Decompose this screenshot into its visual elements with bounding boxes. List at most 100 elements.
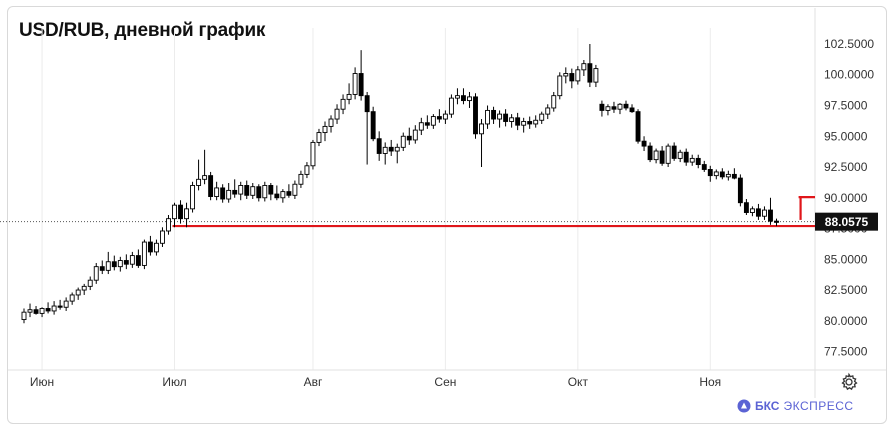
candle-body[interactable] [509, 117, 515, 122]
candle-body[interactable] [172, 204, 177, 220]
candle-body[interactable] [105, 261, 111, 271]
candle-body[interactable] [768, 209, 773, 222]
brand-logo[interactable]: БКС ЭКСПРЕСС [737, 397, 854, 415]
candle-body[interactable] [473, 96, 478, 135]
candle-body[interactable] [755, 208, 761, 217]
candle-body[interactable] [533, 119, 539, 125]
candle-body[interactable] [33, 309, 39, 314]
candle-body[interactable] [376, 138, 382, 154]
candle-body[interactable] [635, 111, 641, 142]
candle-body[interactable] [467, 96, 472, 102]
gear-icon[interactable] [839, 372, 859, 392]
candle-body[interactable] [160, 230, 165, 244]
candle-body[interactable] [749, 208, 755, 213]
candle-body[interactable] [521, 121, 527, 126]
candle-body[interactable] [69, 294, 75, 302]
candle-body[interactable] [280, 191, 286, 199]
candle-body[interactable] [190, 185, 196, 210]
candle-body[interactable] [328, 118, 334, 127]
candle-body[interactable] [430, 116, 436, 126]
candle-body[interactable] [436, 116, 442, 120]
candle-body[interactable] [81, 285, 87, 291]
candle-body[interactable] [737, 177, 743, 204]
candle-body[interactable] [340, 98, 346, 110]
candle-body[interactable] [196, 178, 202, 186]
candle-body[interactable] [364, 95, 370, 113]
candle-body[interactable] [141, 241, 147, 266]
candle-body[interactable] [99, 266, 105, 271]
candle-body[interactable] [111, 261, 117, 268]
candle-body[interactable] [123, 260, 129, 265]
candle-body[interactable] [412, 129, 418, 141]
candle-body[interactable] [605, 106, 611, 111]
candle-body[interactable] [743, 202, 749, 213]
candle-body[interactable] [262, 185, 268, 199]
candle-body[interactable] [202, 175, 208, 180]
candle-body[interactable] [135, 255, 141, 266]
candle-body[interactable] [184, 208, 189, 220]
candle-body[interactable] [659, 150, 665, 164]
candle-body[interactable] [671, 145, 677, 159]
candle-body[interactable] [316, 132, 322, 143]
candle-body[interactable] [647, 145, 653, 161]
candle-body[interactable] [238, 185, 244, 195]
candle-body[interactable] [382, 146, 388, 154]
candle-body[interactable] [539, 113, 545, 121]
candle-body[interactable] [268, 185, 274, 195]
candle-body[interactable] [593, 68, 599, 83]
candle-body[interactable] [623, 103, 629, 109]
candle-body[interactable] [731, 173, 737, 179]
candle-body[interactable] [569, 73, 575, 82]
candle-body[interactable] [418, 122, 424, 131]
candle-body[interactable] [178, 204, 183, 220]
candle-body[interactable] [701, 164, 707, 170]
candle-body[interactable] [166, 218, 171, 232]
candle-body[interactable] [256, 186, 262, 199]
candle-body[interactable] [208, 175, 214, 197]
candle-body[interactable] [719, 171, 725, 178]
candle-body[interactable] [461, 95, 466, 102]
candle-body[interactable] [695, 157, 701, 166]
candle-body[interactable] [557, 75, 563, 97]
candle-body[interactable] [21, 311, 27, 321]
candle-body[interactable] [220, 187, 226, 200]
candle-body[interactable] [370, 111, 376, 140]
candle-body[interactable] [551, 95, 557, 109]
candle-body[interactable] [497, 113, 503, 120]
candle-body[interactable] [274, 193, 280, 199]
candle-body[interactable] [762, 209, 767, 217]
candle-body[interactable] [129, 255, 135, 265]
candle-body[interactable] [683, 151, 689, 163]
candle-body[interactable] [515, 117, 521, 126]
candle-body[interactable] [51, 305, 57, 312]
candle-body[interactable] [442, 113, 448, 120]
candle-body[interactable] [352, 73, 358, 95]
candle-body[interactable] [563, 73, 569, 77]
candle-body[interactable] [45, 308, 51, 312]
candle-body[interactable] [57, 305, 63, 308]
candle-body[interactable] [394, 146, 400, 152]
candle-body[interactable] [617, 103, 623, 110]
candle-body[interactable] [244, 185, 250, 196]
candle-body[interactable] [27, 309, 33, 313]
candle-body[interactable] [725, 173, 731, 178]
candle-body[interactable] [153, 242, 159, 253]
candle-body[interactable] [611, 106, 617, 110]
candle-body[interactable] [298, 173, 304, 185]
candle-body[interactable] [527, 121, 533, 125]
candle-body[interactable] [491, 109, 497, 120]
candle-body[interactable] [503, 113, 509, 122]
candle-body[interactable] [599, 103, 605, 111]
candle-body[interactable] [665, 145, 671, 164]
candle-body[interactable] [774, 220, 779, 223]
candle-body[interactable] [358, 73, 364, 97]
candle-body[interactable] [214, 187, 220, 197]
candle-body[interactable] [485, 109, 490, 125]
candle-body[interactable] [388, 146, 394, 152]
candle-body[interactable] [63, 300, 69, 308]
candle-body[interactable] [232, 189, 238, 195]
candle-body[interactable] [713, 171, 719, 177]
candle-body[interactable] [87, 279, 93, 287]
candle-body[interactable] [454, 95, 460, 99]
